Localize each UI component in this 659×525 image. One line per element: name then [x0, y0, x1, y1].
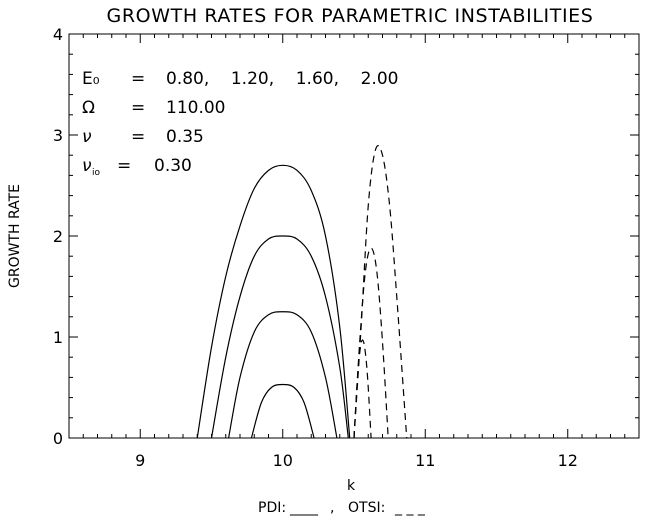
x-tick-label: 11 — [415, 451, 435, 470]
plot-frame — [68, 33, 640, 439]
y-tick-label: 1 — [53, 328, 63, 347]
pdi-curve-0 — [250, 383, 315, 439]
annotation-e0-label: E₀ — [82, 69, 100, 89]
pdi-curve-1 — [228, 311, 338, 439]
chart-title: GROWTH RATES FOR PARAMETRIC INSTABILITIE… — [107, 5, 594, 27]
y-tick-label: 0 — [53, 429, 63, 448]
annotation-nuio-value: 0.30 — [154, 156, 192, 176]
annotation-nu-label: ν — [82, 127, 92, 147]
annotation-nuio-label: ν — [82, 156, 92, 176]
x-axis-label: k — [347, 478, 356, 494]
legend-note: PDI: ____ , OTSI: _ _ _ — [258, 500, 426, 516]
y-axis-label: GROWTH RATE — [7, 184, 23, 288]
annotation-omega-sep: = — [131, 98, 145, 118]
legend-otsi-label: OTSI: — [348, 500, 385, 516]
annotation-e0-value: 0.80, 1.20, 1.60, 2.00 — [166, 69, 398, 89]
annotation-nuio-subscript: io — [92, 168, 101, 178]
y-tick-label: 4 — [53, 25, 63, 44]
y-tick-label: 3 — [53, 126, 63, 145]
legend-pdi-sample: ____ — [289, 500, 319, 516]
annotation-nu-value: 0.35 — [166, 127, 204, 147]
axis-ticks — [68, 33, 640, 439]
pdi-curve-2 — [210, 235, 349, 439]
otsi-curve-4 — [353, 339, 372, 439]
parameter-annotations: E₀ = 0.80, 1.20, 1.60, 2.00 Ω = 110.00 ν… — [82, 69, 398, 178]
y-tick-label: 2 — [53, 227, 63, 246]
x-tick-label: 9 — [135, 451, 145, 470]
legend-otsi-sample: _ _ _ — [394, 500, 426, 516]
annotation-e0-sep: = — [131, 69, 145, 89]
x-tick-label: 10 — [273, 451, 293, 470]
pdi-curve-3 — [196, 164, 351, 439]
legend-separator: , — [330, 500, 334, 516]
annotation-omega-value: 110.00 — [166, 98, 225, 118]
legend-pdi-label: PDI: — [258, 500, 286, 516]
annotation-nu-sep: = — [131, 127, 145, 147]
otsi-curve-6 — [353, 145, 408, 439]
series-group — [196, 145, 408, 439]
otsi-curve-5 — [353, 247, 389, 439]
annotation-nuio-sep: = — [117, 156, 131, 176]
x-tick-label: 12 — [558, 451, 578, 470]
annotation-omega-label: Ω — [82, 98, 95, 118]
